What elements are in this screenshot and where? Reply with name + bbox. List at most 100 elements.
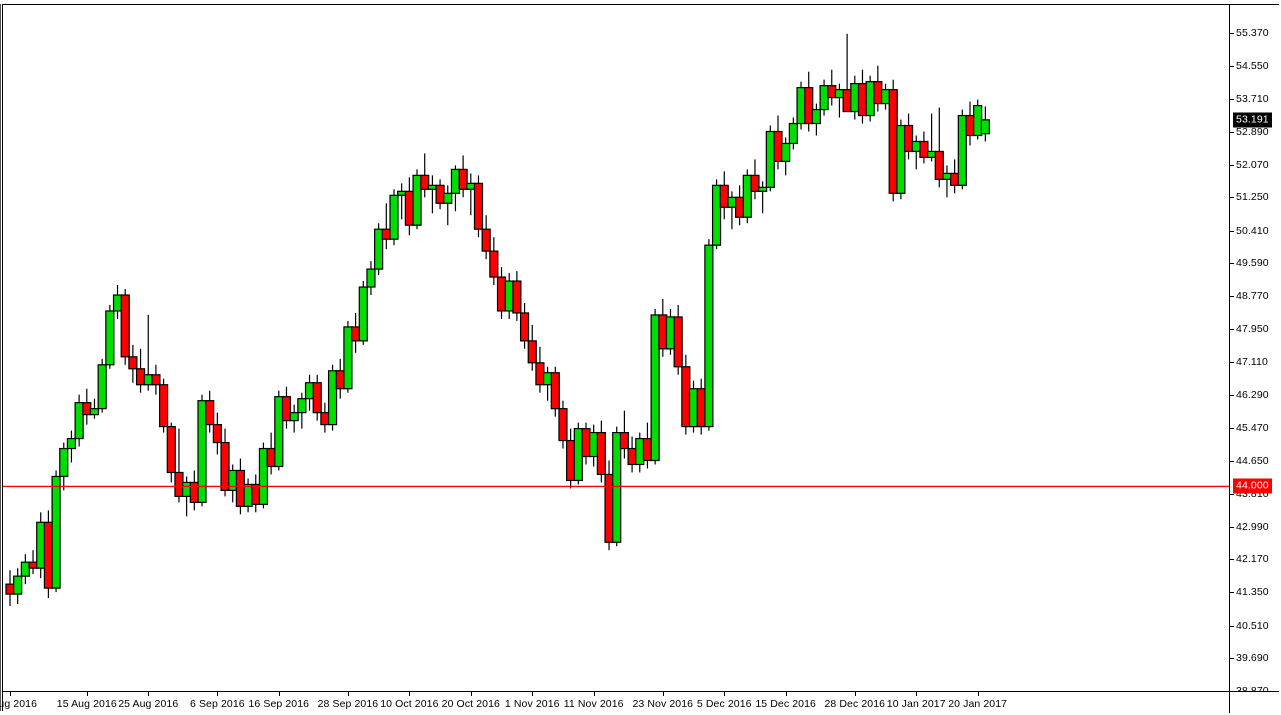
candle bbox=[366, 261, 376, 296]
candle bbox=[581, 422, 591, 465]
time-tick-label: 5 Dec 2016 bbox=[696, 698, 752, 710]
candle bbox=[74, 394, 84, 447]
candle bbox=[458, 155, 468, 198]
candle bbox=[635, 432, 645, 473]
current-price-badge[interactable]: 53.191 bbox=[1233, 112, 1272, 128]
price-tick-label: 42.170 bbox=[1236, 553, 1269, 566]
time-tick-label: 6 Sep 2016 bbox=[190, 698, 245, 710]
price-tick bbox=[1230, 493, 1234, 495]
time-tick bbox=[916, 692, 918, 696]
candle bbox=[320, 402, 330, 433]
candle bbox=[604, 460, 614, 551]
price-tick bbox=[1230, 328, 1234, 330]
candle bbox=[389, 189, 399, 246]
candle bbox=[681, 354, 691, 435]
price-tick-label: 53.710 bbox=[1236, 93, 1269, 106]
candle bbox=[834, 83, 845, 118]
candle bbox=[650, 308, 660, 465]
candle bbox=[934, 107, 944, 188]
candle bbox=[750, 159, 760, 200]
price-tick bbox=[1230, 296, 1234, 298]
candle bbox=[66, 430, 77, 463]
price-tick-label: 49.590 bbox=[1236, 257, 1269, 270]
candle bbox=[704, 239, 714, 431]
candlestick-plot-area[interactable] bbox=[3, 5, 1229, 691]
candle bbox=[89, 398, 100, 419]
candle bbox=[727, 191, 737, 230]
candle bbox=[489, 237, 499, 286]
candle bbox=[51, 470, 61, 593]
time-tick-label: 10 Oct 2016 bbox=[380, 698, 439, 710]
candle bbox=[412, 169, 422, 230]
price-tick-label: 39.690 bbox=[1236, 652, 1269, 665]
price-tick-label: 51.250 bbox=[1236, 191, 1269, 204]
candle bbox=[404, 177, 414, 236]
candle bbox=[143, 314, 153, 391]
candle bbox=[550, 366, 560, 417]
time-tick bbox=[148, 692, 150, 696]
price-tick bbox=[1230, 658, 1234, 660]
price-tick bbox=[1230, 164, 1234, 166]
time-tick bbox=[217, 692, 219, 696]
candle bbox=[351, 312, 361, 353]
candle bbox=[20, 554, 30, 585]
candle bbox=[466, 173, 476, 216]
candle bbox=[773, 115, 783, 170]
price-level-badge[interactable]: 44.000 bbox=[1233, 478, 1272, 494]
time-tick-label: 1 Nov 2016 bbox=[504, 698, 560, 710]
candle bbox=[420, 153, 430, 198]
time-tick bbox=[10, 692, 11, 696]
candle bbox=[865, 75, 875, 122]
time-tick-label: 28 Sep 2016 bbox=[317, 698, 379, 710]
candle bbox=[788, 117, 798, 150]
price-tick bbox=[1230, 395, 1234, 397]
candle bbox=[765, 125, 775, 192]
candle bbox=[850, 75, 860, 120]
price-tick-label: 46.290 bbox=[1236, 389, 1269, 402]
candle bbox=[819, 79, 829, 116]
candle bbox=[665, 308, 676, 355]
price-tick-label: 47.950 bbox=[1236, 322, 1269, 335]
time-tick-label: 15 Aug 2016 bbox=[56, 698, 117, 710]
candle bbox=[281, 386, 292, 429]
candle bbox=[496, 267, 507, 319]
candle bbox=[519, 302, 530, 349]
candle bbox=[642, 422, 653, 469]
time-tick-label: 3 Aug 2016 bbox=[0, 698, 38, 710]
time-tick bbox=[593, 692, 595, 696]
candle bbox=[903, 113, 914, 160]
price-tick bbox=[1230, 230, 1234, 232]
candle bbox=[842, 33, 852, 113]
candle bbox=[919, 131, 929, 164]
candle bbox=[381, 203, 391, 250]
candle bbox=[512, 271, 522, 321]
price-tick-label: 52.070 bbox=[1236, 158, 1269, 171]
candle bbox=[619, 410, 630, 459]
time-tick-label: 16 Sep 2016 bbox=[248, 698, 310, 710]
time-tick bbox=[347, 692, 349, 696]
candle bbox=[811, 103, 822, 136]
price-tick-label: 48.770 bbox=[1236, 290, 1269, 303]
time-tick-label: 25 Aug 2016 bbox=[118, 698, 179, 710]
candle bbox=[527, 324, 537, 371]
candle bbox=[327, 364, 338, 431]
candle bbox=[481, 215, 491, 260]
candle bbox=[59, 442, 69, 491]
price-tick bbox=[1230, 460, 1234, 462]
time-tick-label: 20 Jan 2017 bbox=[948, 698, 1008, 710]
price-tick-label: 55.370 bbox=[1236, 27, 1269, 39]
candle bbox=[105, 304, 115, 369]
candle bbox=[220, 428, 230, 497]
candle bbox=[504, 273, 514, 319]
candle bbox=[343, 320, 353, 393]
candle bbox=[28, 550, 38, 575]
candle bbox=[135, 348, 146, 393]
candle bbox=[804, 71, 814, 132]
candle bbox=[965, 101, 975, 146]
time-tick bbox=[662, 692, 664, 696]
candle bbox=[289, 404, 299, 433]
candle bbox=[189, 470, 199, 511]
candle bbox=[558, 400, 568, 449]
price-axis[interactable]: 55.370 54.550 53.710 52.890 52.070 51.250 50.4… bbox=[1229, 5, 1279, 697]
